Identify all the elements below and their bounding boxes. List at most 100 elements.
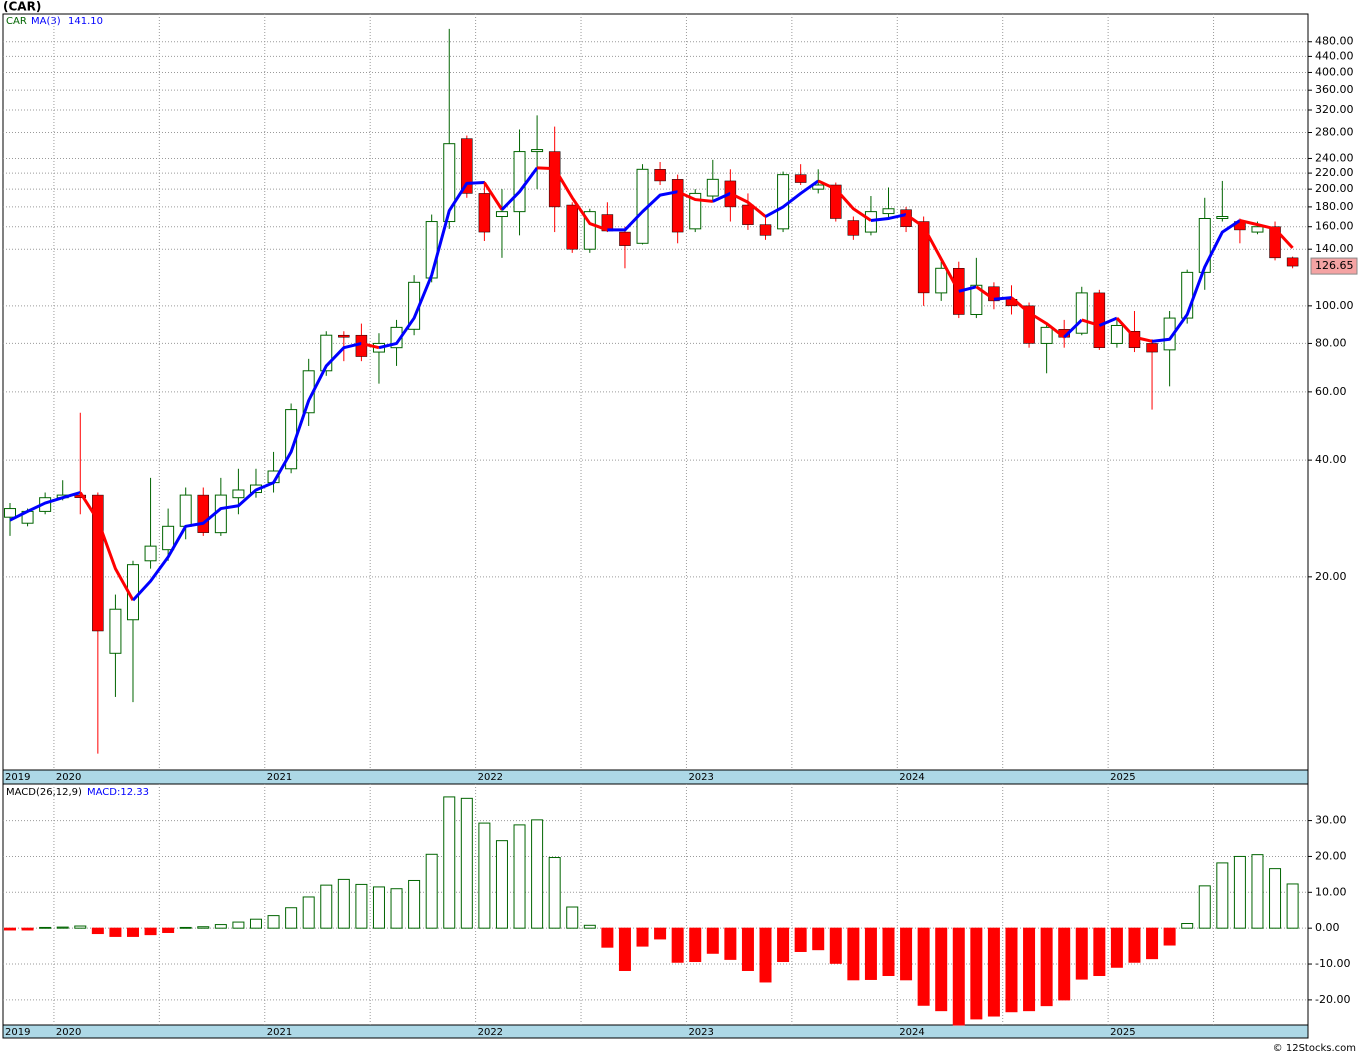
macd-bar: [372, 886, 385, 929]
macd-bar: [285, 907, 298, 929]
candle-body: [830, 184, 842, 219]
macd-bar: [320, 884, 333, 929]
macd-bar: [1233, 855, 1246, 929]
macd-bar: [408, 879, 421, 929]
candle-body: [461, 138, 473, 194]
y-tick-label: 160.00: [1315, 220, 1354, 233]
macd-bar: [794, 927, 807, 952]
macd-bar: [1023, 927, 1036, 1012]
y-tick-label: 480.00: [1315, 35, 1354, 48]
macd-bar: [1146, 927, 1159, 960]
macd-bar: [636, 927, 649, 947]
ma-line: [79, 491, 135, 602]
x-tick-label: 2022: [478, 1027, 503, 1038]
macd-bar: [759, 927, 772, 983]
candle-body: [548, 151, 561, 208]
candle-body: [109, 608, 122, 654]
y-tick-label: 360.00: [1315, 83, 1354, 96]
macd-bar: [56, 926, 69, 929]
macd-bar: [1163, 927, 1176, 946]
y-tick-label: 100.00: [1315, 299, 1354, 312]
macd-bar: [689, 927, 702, 963]
candle-body: [619, 231, 631, 246]
ma-line: [131, 341, 362, 602]
ma-line: [1115, 317, 1153, 343]
candle-body: [583, 211, 596, 250]
macd-bar: [1251, 854, 1264, 929]
macd-bar: [900, 927, 913, 981]
ma-line: [361, 341, 380, 350]
candle-body: [654, 169, 666, 182]
macd-bar: [337, 878, 350, 929]
candle-body: [970, 284, 983, 315]
macd-bar: [812, 927, 825, 951]
candle-body: [1040, 326, 1053, 344]
macd-bar: [531, 819, 544, 929]
macd-bar: [917, 927, 930, 1006]
macd-bar: [443, 796, 456, 929]
x-tick-label: 2024: [899, 1027, 924, 1038]
macd-bar: [777, 927, 790, 963]
candle-body: [777, 174, 790, 230]
macd-bar: [847, 927, 860, 981]
ma-line: [1081, 318, 1100, 327]
macd-bar: [706, 927, 719, 954]
candle-body: [1286, 257, 1299, 267]
candle-body: [232, 489, 245, 499]
macd-bar: [4, 927, 16, 931]
x-tick-label: 2019: [5, 1027, 30, 1038]
y-tick-label: 0.00: [1315, 921, 1340, 934]
x-tick-label: 2025: [1110, 772, 1135, 783]
macd-bar: [390, 888, 403, 929]
candle-body: [495, 211, 508, 218]
macd-bar: [1110, 927, 1123, 968]
macd-bar: [109, 927, 122, 937]
y-tick-label: 400.00: [1315, 65, 1354, 78]
candle-body: [214, 494, 227, 534]
candle-body: [1146, 343, 1158, 353]
y-tick-label: 140.00: [1315, 242, 1354, 255]
footer: © 12Stocks.com: [1273, 1043, 1356, 1054]
macd-bar: [1058, 927, 1071, 1001]
candle-body: [1251, 226, 1264, 233]
y-tick-label: 200.00: [1315, 182, 1354, 195]
ma-line: [764, 179, 820, 218]
macd-bar: [829, 927, 842, 964]
candle-body: [706, 178, 719, 197]
date-band: [2, 1024, 1309, 1039]
x-tick-label: 2025: [1110, 1027, 1135, 1038]
macd-bar: [214, 924, 227, 929]
macd-bar: [144, 927, 157, 936]
y-tick-label: 240.00: [1315, 151, 1354, 164]
macd-bar: [179, 926, 192, 929]
macd-bar: [864, 927, 877, 980]
macd-bar: [162, 927, 175, 933]
candle-body: [1216, 216, 1229, 220]
candle-body: [1181, 271, 1194, 319]
y-tick-label: 20.00: [1315, 570, 1347, 583]
candle-body: [759, 224, 772, 236]
legend-ma: MA(3): [31, 16, 61, 27]
ma-line: [537, 166, 608, 232]
candle-body: [847, 220, 860, 236]
candle-body: [1269, 226, 1281, 259]
x-tick-label: 2019: [5, 772, 30, 783]
macd-bar: [513, 824, 526, 929]
x-tick-label: 2023: [688, 772, 713, 783]
candle-body: [443, 143, 456, 223]
macd-bar: [355, 883, 368, 929]
candle-body: [935, 267, 948, 294]
candle-body: [566, 204, 578, 250]
x-tick-label: 2022: [478, 772, 503, 783]
macd-bar: [987, 927, 1000, 1017]
macd-bar: [1269, 868, 1282, 929]
ma-line: [870, 213, 907, 223]
macd-bar: [460, 797, 473, 929]
y-tick-label: 80.00: [1315, 336, 1347, 349]
macd-bar: [1093, 927, 1106, 977]
macd-bar: [601, 927, 614, 948]
macd-bar: [618, 927, 631, 971]
macd-bar: [91, 927, 104, 935]
legend-macd-value: MACD:12.33: [87, 787, 149, 798]
y-tick-label: 30.00: [1315, 814, 1347, 827]
